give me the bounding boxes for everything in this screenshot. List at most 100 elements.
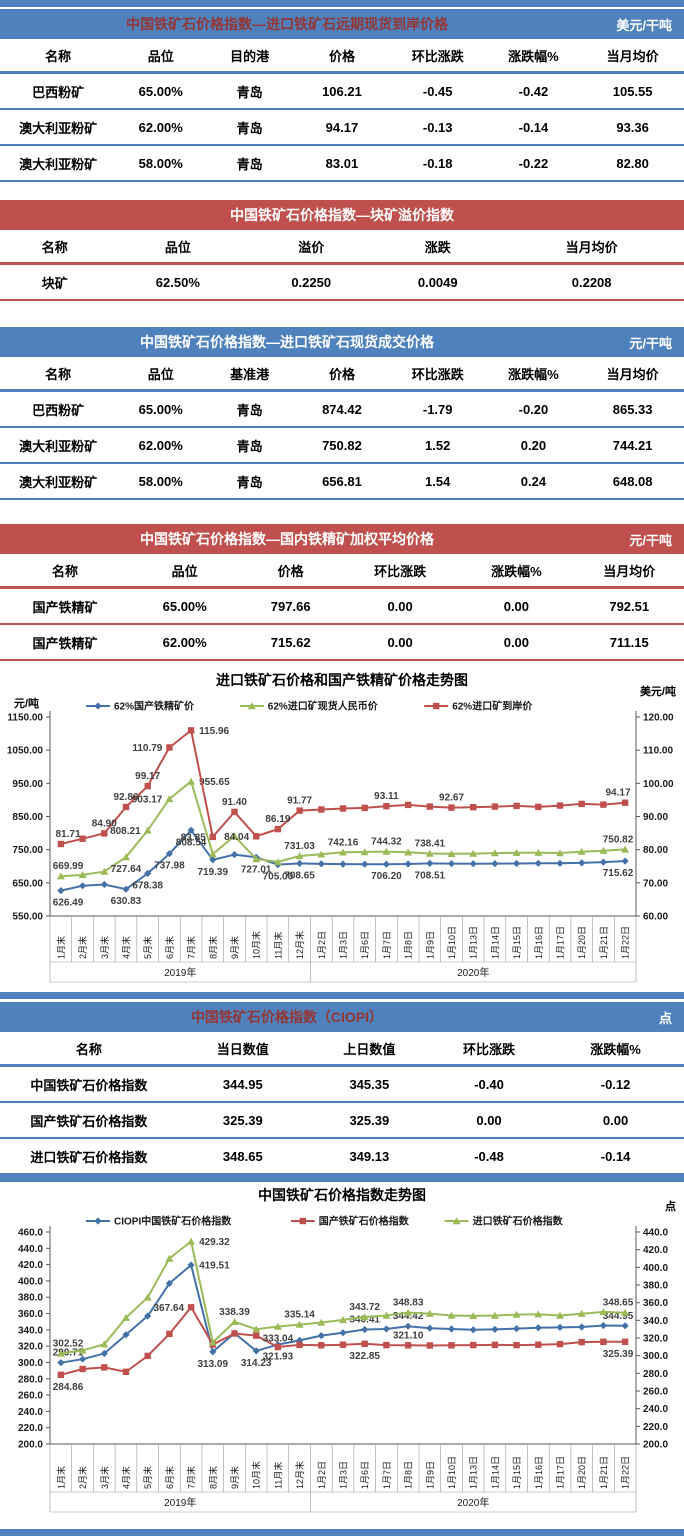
table-cell: 106.21 bbox=[322, 83, 362, 99]
column-header: 涨跌幅% bbox=[508, 366, 559, 382]
x-axis-label: 2月末 bbox=[77, 1466, 88, 1489]
data-point-label: 333.04 bbox=[263, 1333, 294, 1344]
x-axis-label: 3月末 bbox=[99, 936, 110, 959]
table-cell: 澳大利亚粉矿 bbox=[19, 156, 98, 172]
table-title: 中国铁矿石价格指数—进口铁矿石现货成交价格 bbox=[140, 334, 434, 350]
column-header: 目的港 bbox=[230, 48, 270, 64]
data-point-label: 630.83 bbox=[111, 896, 142, 907]
x-axis-label: 1月8日 bbox=[404, 931, 414, 959]
table-cell: 750.82 bbox=[322, 437, 362, 453]
x-axis-label: 1月3日 bbox=[339, 1461, 349, 1489]
right-axis-tick: 80.00 bbox=[643, 845, 668, 856]
x-axis-label: 1月2日 bbox=[317, 1461, 327, 1489]
data-point-label: 669.99 bbox=[53, 861, 84, 872]
table-cell: 块矿 bbox=[41, 275, 68, 291]
data-point-label: 335.14 bbox=[284, 1310, 315, 1321]
data-point-label: 348.83 bbox=[393, 1298, 424, 1309]
right-axis-tick: 100.00 bbox=[643, 779, 674, 790]
table-ciopi-index: 中国铁矿石价格指数（CIOPI） 点名称 当日数值 上日数值 环比涨跌 涨跌幅% 中国铁矿石… bbox=[0, 1002, 684, 1175]
x-axis-label: 1月8日 bbox=[404, 1461, 414, 1489]
data-point-label: 731.03 bbox=[284, 841, 315, 852]
table-cell: 83.01 bbox=[325, 155, 359, 171]
table-title-bar: 中国铁矿石价格指数—进口铁矿石远期现货到岸价格 美元/干吨 bbox=[0, 9, 684, 39]
data-point-label: 99.17 bbox=[135, 771, 160, 782]
data-point-label: 626.49 bbox=[53, 898, 84, 909]
left-axis-tick: 750.00 bbox=[12, 845, 43, 856]
table-cell: 94.17 bbox=[325, 119, 359, 135]
column-header: 涨跌幅% bbox=[590, 1041, 641, 1057]
table-cell: 0.0049 bbox=[417, 274, 458, 290]
table-unit: 元/干吨 bbox=[629, 532, 672, 548]
column-header: 品位 bbox=[147, 48, 174, 64]
table-title: 中国铁矿石价格指数—块矿溢价指数 bbox=[230, 207, 454, 223]
table-cell: 澳大利亚粉矿 bbox=[19, 438, 98, 454]
table-row: 块矿 62.50% 0.2250 0.0049 0.2208 bbox=[0, 265, 684, 301]
table-cell: 0.00 bbox=[476, 1112, 502, 1128]
legend-item: 国产铁矿石价格指数 bbox=[319, 1215, 410, 1228]
data-point-label: 110.79 bbox=[132, 743, 162, 754]
x-axis-label: 1月20日 bbox=[577, 1456, 587, 1489]
table-cell: 325.39 bbox=[222, 1112, 263, 1128]
table-title: 中国铁矿石价格指数—进口铁矿石远期现货到岸价格 bbox=[126, 16, 448, 32]
table-cell: -0.14 bbox=[518, 119, 549, 135]
table-cell: 348.65 bbox=[222, 1148, 263, 1164]
data-point-label: 727.01 bbox=[241, 864, 272, 875]
table-row: 国产铁矿石价格指数 325.39 325.39 0.00 0.00 bbox=[0, 1103, 684, 1139]
table-row: 中国铁矿石价格指数 344.95 345.35 -0.40 -0.12 bbox=[0, 1067, 684, 1103]
table-cell: 进口铁矿石价格指数 bbox=[30, 1149, 148, 1165]
table-cell: 0.00 bbox=[602, 1112, 629, 1128]
x-axis-label: 10月末 bbox=[251, 931, 262, 959]
table-row: 进口铁矿石价格指数 348.65 349.13 -0.48 -0.14 bbox=[0, 1139, 684, 1175]
table-header-row: 名称 当日数值 上日数值 环比涨跌 涨跌幅% bbox=[0, 1032, 684, 1067]
table-title-bar: 中国铁矿石价格指数（CIOPI） 点 bbox=[0, 1002, 684, 1032]
column-header: 涨跌 bbox=[424, 239, 451, 255]
data-point-label: 91.40 bbox=[222, 797, 247, 808]
data-point-label: 343.72 bbox=[349, 1302, 380, 1313]
x-axis-label: 1月7日 bbox=[382, 931, 392, 959]
table-cell: 0.00 bbox=[503, 634, 530, 650]
data-point-label: 429.32 bbox=[199, 1237, 230, 1248]
right-axis-tick: 320.0 bbox=[643, 1334, 668, 1345]
x-axis-label: 1月3日 bbox=[339, 931, 349, 959]
column-header: 价格 bbox=[277, 563, 304, 579]
data-point-label: 705.00 bbox=[263, 872, 294, 883]
table-cell: 62.00% bbox=[138, 437, 183, 453]
table-cell: 874.42 bbox=[322, 401, 362, 417]
left-axis-tick: 260.0 bbox=[18, 1391, 43, 1402]
table-cell: 792.51 bbox=[609, 598, 650, 614]
table-import-forward-cfr-prices: 中国铁矿石价格指数—进口铁矿石远期现货到岸价格 美元/干吨 名称 品位 目的港 价格 环比涨… bbox=[0, 9, 684, 182]
chart-title: 中国铁矿石价格指数走势图 bbox=[258, 1187, 426, 1203]
x-axis-label: 9月末 bbox=[229, 936, 240, 959]
right-axis-tick: 200.0 bbox=[643, 1440, 668, 1451]
right-axis-tick: 90.00 bbox=[643, 812, 668, 823]
table-domestic-concentrate-prices: 中国铁矿石价格指数—国内铁精矿加权平均价格 元/干吨 名称 品位 价格 环比涨跌 涨跌幅% 当… bbox=[0, 524, 684, 661]
right-axis-tick: 380.0 bbox=[643, 1281, 668, 1292]
x-axis-label: 1月9日 bbox=[425, 931, 435, 959]
column-header: 上日数值 bbox=[343, 1041, 396, 1057]
data-point-label: 338.39 bbox=[219, 1307, 250, 1318]
data-point-label: 322.85 bbox=[349, 1351, 380, 1362]
legend-item: 62%进口矿现货人民币价 bbox=[268, 700, 379, 713]
table-cell: 711.15 bbox=[609, 634, 649, 650]
table-cell: 0.00 bbox=[387, 598, 413, 614]
left-axis-tick: 240.0 bbox=[18, 1407, 43, 1418]
table-cell: 巴西粉矿 bbox=[32, 402, 85, 418]
x-axis-label: 1月13日 bbox=[469, 1456, 479, 1489]
table-title-bar: 中国铁矿石价格指数—进口铁矿石现货成交价格 元/干吨 bbox=[0, 327, 684, 357]
data-point-label: 750.82 bbox=[603, 834, 634, 845]
data-point-label: 92.67 bbox=[439, 793, 464, 804]
right-axis-tick: 110.00 bbox=[643, 746, 673, 757]
table-row: 澳大利亚粉矿 58.00% 青岛 656.81 1.54 0.24 648.08 bbox=[0, 464, 684, 500]
column-header: 价格 bbox=[328, 48, 355, 64]
left-axis-tick: 360.0 bbox=[18, 1309, 43, 1320]
right-axis-tick: 420.0 bbox=[643, 1245, 668, 1256]
x-axis-label: 11月末 bbox=[272, 932, 283, 959]
data-point-label: 742.16 bbox=[328, 837, 359, 848]
table-header-row: 名称 品位 目的港 价格 环比涨跌 涨跌幅% 当月均价 bbox=[0, 39, 684, 74]
column-header: 当月均价 bbox=[565, 239, 618, 255]
column-header: 环比涨跌 bbox=[374, 563, 427, 579]
table-cell: 青岛 bbox=[236, 474, 263, 490]
column-header: 名称 bbox=[45, 366, 72, 382]
table-title: 中国铁矿石价格指数（CIOPI） bbox=[190, 1009, 384, 1025]
